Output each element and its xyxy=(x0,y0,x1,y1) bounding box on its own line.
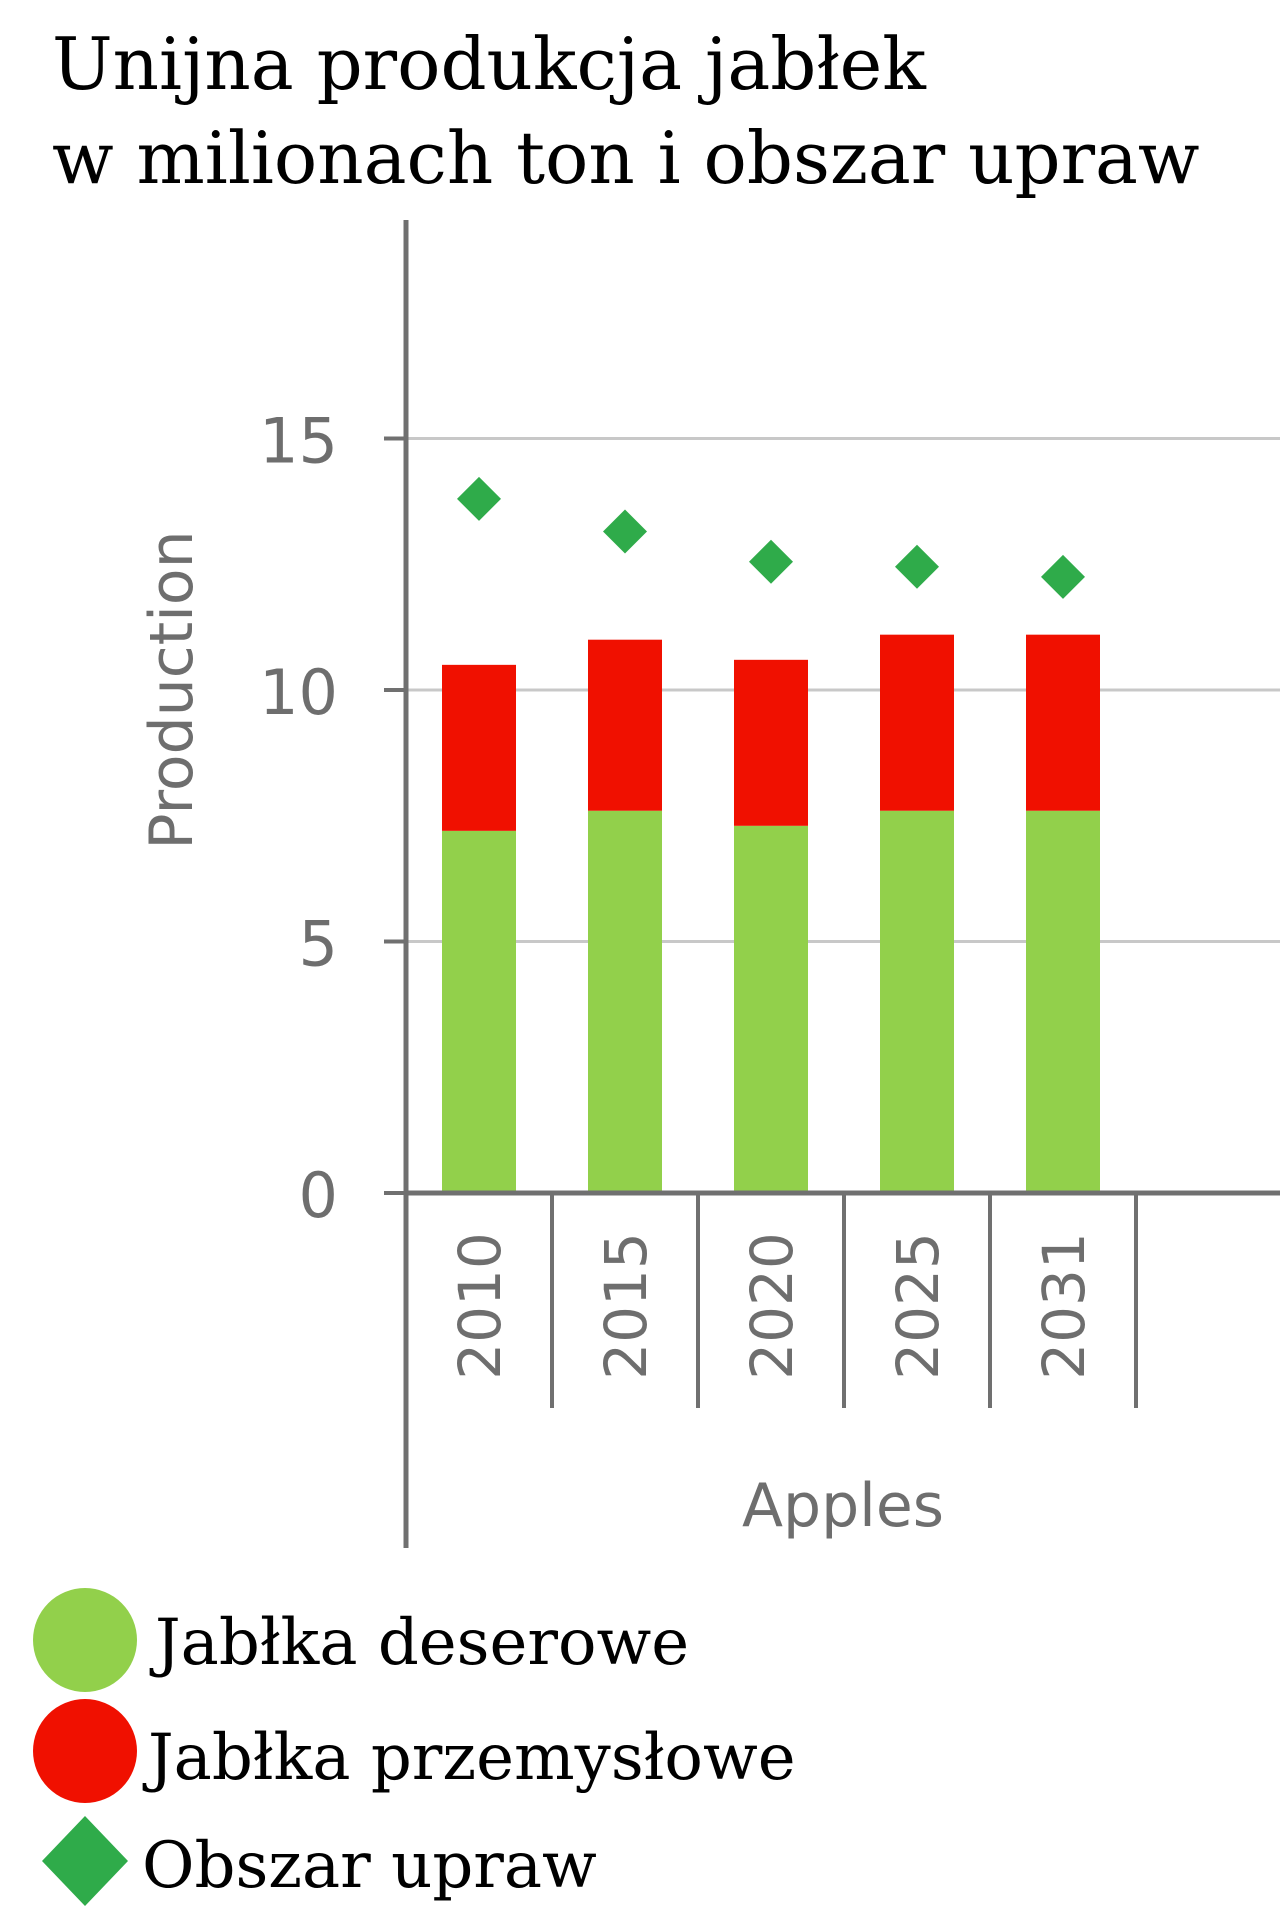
legend-item-dessert: Jabłka deserowe xyxy=(30,1585,1030,1695)
x-tick-label-2031: 2031 xyxy=(1030,1232,1098,1380)
x-tick-label-2015: 2015 xyxy=(592,1232,660,1380)
legend-label-area: Obszar upraw xyxy=(142,1829,597,1903)
legend-diamond-icon-area xyxy=(42,1816,128,1906)
bar-2010-series-0 xyxy=(442,830,516,1193)
legend-circle-icon-dessert xyxy=(33,1588,137,1692)
area-point-2031 xyxy=(1041,554,1085,599)
legend-item-industrial: Jabłka przemysłowe xyxy=(30,1696,1030,1806)
bar-2015-series-1 xyxy=(588,639,662,811)
bar-2010-series-1 xyxy=(442,664,516,831)
bar-2031-series-1 xyxy=(1026,634,1100,811)
y-tick-label-15: 15 xyxy=(259,405,338,478)
area-point-2015 xyxy=(603,509,647,554)
legend-label-industrial: Jabłka przemysłowe xyxy=(148,1721,796,1795)
legend-item-area: Obszar upraw xyxy=(30,1806,1030,1916)
y-tick-label-0: 0 xyxy=(299,1159,338,1232)
bar-2025-series-0 xyxy=(880,810,954,1193)
x-tick-label-2020: 2020 xyxy=(738,1232,806,1380)
legend-circle-icon-industrial xyxy=(33,1699,137,1803)
legend-label-dessert: Jabłka deserowe xyxy=(155,1606,690,1680)
bar-2031-series-0 xyxy=(1026,810,1100,1193)
y-tick-label-10: 10 xyxy=(259,656,338,729)
chart-title-line-2: w milionach ton i obszar upraw xyxy=(52,116,1200,200)
production-chart: 0 5 10 15 Production 2010 2015 2020 2025 2031 Appl… xyxy=(137,220,1280,1548)
area-point-2010 xyxy=(457,476,501,521)
chart-title-line-1: Unijna produkcja jabłek xyxy=(52,22,926,106)
x-axis-label: Apples xyxy=(742,1471,944,1541)
y-axis-label: Production xyxy=(137,530,207,849)
area-point-2025 xyxy=(895,544,939,589)
x-tick-label-2025: 2025 xyxy=(884,1232,952,1380)
y-tick-label-5: 5 xyxy=(299,908,338,981)
bar-2025-series-1 xyxy=(880,634,954,811)
bar-2015-series-0 xyxy=(588,810,662,1193)
bar-2020-series-1 xyxy=(734,659,808,826)
x-tick-label-2010: 2010 xyxy=(446,1232,514,1380)
area-point-2020 xyxy=(749,539,793,584)
bar-2020-series-0 xyxy=(734,825,808,1193)
